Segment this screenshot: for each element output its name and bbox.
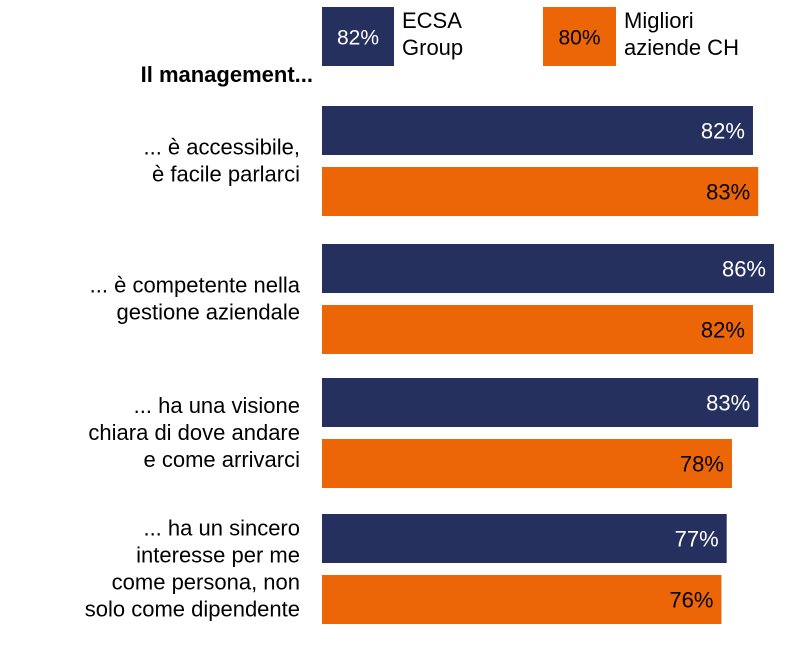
bars — [322, 106, 774, 624]
legend-swatch-1 — [322, 7, 394, 66]
data-label-4-series-2: 76% — [669, 588, 713, 613]
category-label-3-line-2: chiara di dove andare — [88, 420, 300, 445]
bar-2-series-1 — [322, 244, 774, 293]
legend-swatch-2 — [543, 7, 616, 66]
legend-label-2-line-2: aziende CH — [624, 35, 739, 60]
bar-3-series-2 — [322, 439, 732, 488]
legend-value-1: 82% — [337, 27, 379, 50]
category-label-2-line-1: ... è competente nella — [90, 273, 301, 298]
data-label-1-series-1: 82% — [701, 119, 745, 144]
chart-subtitle: Il management... — [141, 62, 313, 87]
legend-value-2: 80% — [558, 27, 600, 50]
category-label-4-line-3: come persona, non — [112, 570, 300, 595]
category-label-1-line-1: ... è accessibile, — [143, 135, 300, 160]
category-label-1-line-2: è facile parlarci — [152, 162, 300, 187]
category-label-4-line-2: interesse per me — [136, 543, 300, 568]
data-label-3-series-1: 83% — [706, 391, 750, 416]
legend-label-1-line-1: ECSA — [402, 8, 462, 33]
data-label-2-series-2: 82% — [701, 318, 745, 343]
category-label-3-line-1: ... ha una visione — [134, 393, 300, 418]
bar-4-series-2 — [322, 575, 722, 624]
data-label-2-series-1: 86% — [722, 257, 766, 282]
bar-1-series-1 — [322, 106, 753, 155]
value-labels: 82% 83% 86% 82% 83% 78% 77% 76% — [669, 119, 766, 613]
bar-2-series-2 — [322, 305, 753, 354]
bar-3-series-1 — [322, 378, 759, 427]
bar-4-series-1 — [322, 514, 727, 563]
category-label-2-line-2: gestione aziendale — [117, 300, 300, 325]
category-labels: ... è accessibile,è facile parlarci ... è… — [85, 135, 301, 622]
category-label-4-line-4: solo come dipendente — [85, 597, 300, 622]
data-label-3-series-2: 78% — [680, 452, 724, 477]
bar-1-series-2 — [322, 167, 759, 216]
legend-label-1-line-2: Group — [402, 35, 463, 60]
legend-label-2-line-1: Migliori — [624, 8, 694, 33]
category-label-3-line-3: e come arrivarci — [144, 447, 300, 472]
data-label-1-series-2: 83% — [706, 180, 750, 205]
category-label-4-line-1: ... ha un sincero — [143, 516, 300, 541]
data-label-4-series-1: 77% — [675, 527, 719, 552]
